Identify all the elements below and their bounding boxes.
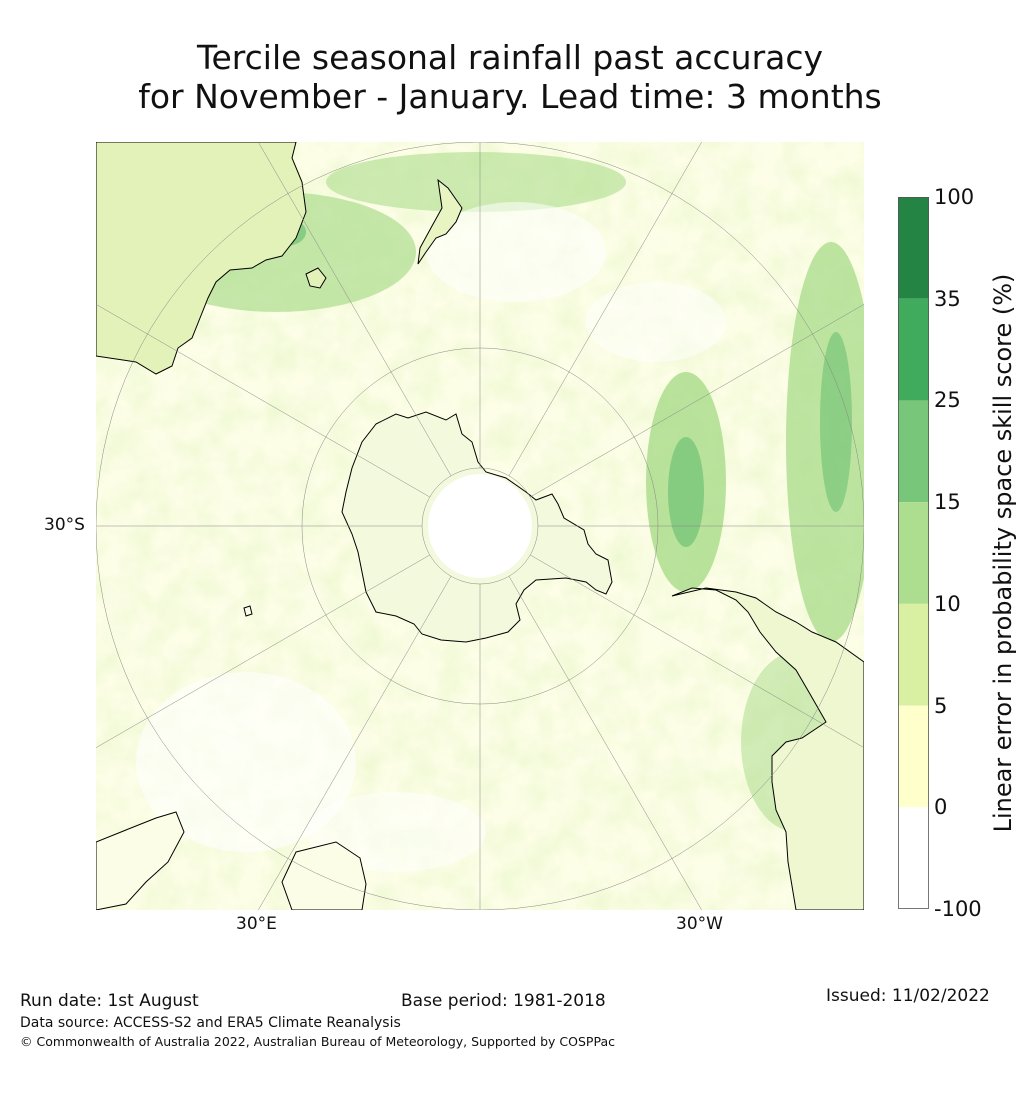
- colorbar-bin-6: [898, 807, 929, 909]
- colorbar-bin-4: [898, 603, 929, 706]
- pole-hole: [428, 474, 532, 578]
- colorbar-bin-3: [898, 502, 929, 604]
- low-skill-1: [136, 672, 356, 852]
- meridian-line-8: [258, 142, 452, 476]
- colorbar-label: Linear error in probability space skill …: [989, 273, 1017, 833]
- meridian-line-1: [530, 554, 864, 748]
- meridian-line-4: [258, 576, 452, 910]
- colorbar-bin-0: [898, 197, 929, 299]
- issued-date: Issued: 11/02/2022: [826, 986, 990, 1006]
- lon-label-30e: 30°E: [236, 914, 277, 934]
- title-line-2: for November - January. Lead time: 3 mon…: [138, 77, 882, 116]
- small-island-coastline: [243, 605, 253, 617]
- colorbar-tick-label: 0: [934, 795, 948, 820]
- meridian-line-2: [508, 576, 702, 910]
- skill-map: [96, 142, 864, 910]
- base-period: Base period: 1981-2018: [401, 991, 606, 1011]
- madagascar-coastline: [281, 841, 367, 910]
- colorbar-border: [898, 197, 929, 909]
- chart-title: Tercile seasonal rainfall past accuracy …: [0, 38, 1020, 116]
- meridian-line-11: [530, 304, 864, 498]
- meridian-line-5: [96, 554, 430, 748]
- colorbar-tick-label: 5: [934, 693, 948, 718]
- colorbar-bin-1: [898, 298, 929, 401]
- colorbar-tick-label: 15: [934, 490, 961, 515]
- africa-coastline: [96, 811, 185, 910]
- skill-patch-far-east-core: [820, 332, 852, 512]
- colorbar-tick-label: -100: [934, 897, 982, 921]
- new-zealand-coastline: [417, 178, 463, 265]
- lat-label-30s: 30°S: [44, 515, 85, 535]
- colorbar-tick-label: 35: [934, 286, 961, 311]
- skill-patch-north: [326, 152, 626, 212]
- south-america-coastline: [671, 587, 864, 910]
- colorbar-tick-label: 25: [934, 388, 961, 413]
- colorbar-tick-label: 100: [934, 185, 975, 209]
- meridian-line-7: [96, 304, 430, 498]
- low-skill-2: [426, 202, 606, 302]
- run-date: Run date: 1st August: [20, 991, 199, 1011]
- low-skill-4: [586, 282, 726, 362]
- copyright: © Commonwealth of Australia 2022, Austra…: [20, 1034, 615, 1049]
- meridian-line-10: [508, 142, 702, 476]
- colorbar-tick-label: 10: [934, 591, 961, 616]
- skill-patch-east-pacific-core: [668, 437, 704, 547]
- data-source: Data source: ACCESS-S2 and ERA5 Climate …: [20, 1015, 401, 1031]
- graticule: [96, 142, 864, 910]
- colorbar-bin-5: [898, 705, 929, 808]
- colorbar-bin-2: [898, 400, 929, 503]
- tasmania-coastline: [305, 267, 327, 289]
- colorbar: [898, 197, 929, 909]
- lon-label-30w: 30°W: [676, 914, 723, 934]
- australia-coastline: [96, 142, 307, 375]
- title-line-1: Tercile seasonal rainfall past accuracy: [196, 38, 824, 77]
